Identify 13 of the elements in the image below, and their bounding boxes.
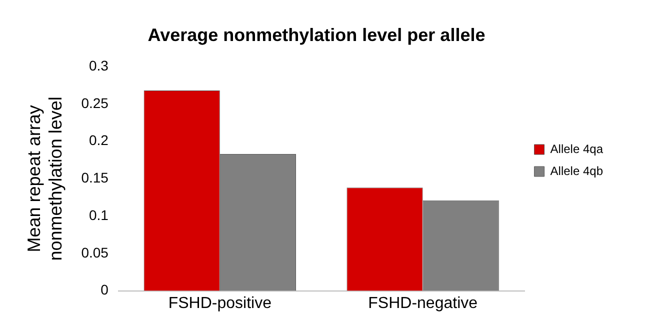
y-tick-label: 0.3 (88, 57, 109, 74)
y-tick-label: 0 (100, 282, 109, 298)
y-tick-label: 0.1 (88, 206, 109, 223)
y-tick-label: 0.15 (81, 170, 109, 186)
legend-label: Allele 4qa (550, 142, 604, 156)
x-tick-label: FSHD-positive (168, 294, 272, 312)
y-tick-label: 0.2 (88, 132, 109, 148)
chart-title: Average nonmethylation level per allele (148, 24, 486, 45)
y-axis-title: Mean repeat array nonmethylation level (24, 96, 66, 261)
y-tick-label: 0.05 (81, 244, 109, 260)
legend-label: Allele 4qb (550, 164, 604, 178)
x-tick-label: FSHD-negative (368, 294, 478, 312)
y-tick-label: 0.25 (81, 94, 109, 111)
